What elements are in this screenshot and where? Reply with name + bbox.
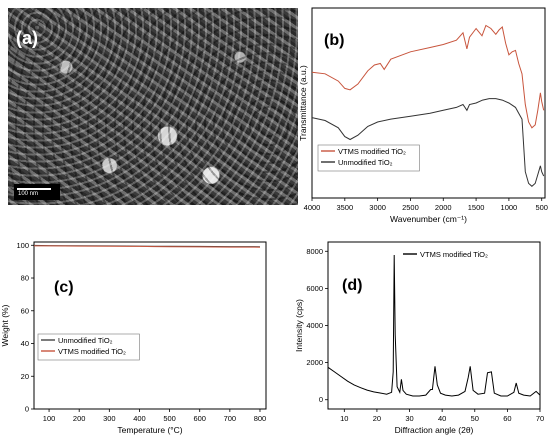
- legend-box: [37, 333, 140, 361]
- legend-entry-2: VTMS modified TiO₂: [58, 347, 126, 356]
- series-line-1: [327, 254, 541, 397]
- x-tick-label: 200: [73, 414, 86, 423]
- x-tick-label: 4000: [304, 203, 321, 212]
- x-tick-label: 2000: [435, 203, 452, 212]
- scale-bar-line: [17, 188, 51, 190]
- x-tick-label: 40: [438, 414, 446, 423]
- chart-xrd: 10 20 30 40 50 60 70 0 2000 4000 6000 8000 Diffracti…: [294, 241, 544, 435]
- y-tick-label: 4000: [306, 321, 323, 330]
- y-tick-label: 2000: [306, 358, 323, 367]
- series-line-2: [34, 245, 261, 248]
- series-line-1: [311, 24, 545, 129]
- x-tick-label: 3000: [369, 203, 386, 212]
- y-tick-label: 0: [319, 395, 323, 404]
- x-axis-label: Diffraction angle (2θ): [395, 425, 474, 435]
- x-tick-label: 3500: [336, 203, 353, 212]
- panel-a-label: (a): [16, 28, 38, 48]
- y-tick-label: 0: [25, 405, 29, 414]
- y-tick-label: 60: [21, 306, 29, 315]
- legend-box: [317, 144, 420, 172]
- series-line-2: [311, 98, 545, 187]
- x-tick-label: 500: [163, 414, 176, 423]
- x-tick-label: 30: [405, 414, 413, 423]
- x-tick-label: 20: [373, 414, 381, 423]
- chart-ftir: 4000 3500 3000 2500 2000 1500 1000 500 Wavenumbe…: [300, 7, 548, 224]
- scale-bar-label: 100 nm: [18, 191, 39, 197]
- y-tick-label: 100: [16, 241, 29, 250]
- x-axis-label: Temperature (°C): [117, 425, 182, 435]
- x-tick-label: 50: [471, 414, 479, 423]
- x-axis-label: Wavenumber (cm⁻¹): [390, 214, 467, 224]
- x-tick-label: 500: [535, 203, 548, 212]
- x-tick-label: 2500: [402, 203, 419, 212]
- sem-micrograph: 100 nm: [8, 8, 298, 205]
- chart-tga: 100 200 300 400 500 600 700 800 0 20 40 60 80 100 Temp…: [0, 241, 267, 435]
- y-tick-label: 8000: [306, 247, 323, 256]
- x-tick-label: 800: [254, 414, 267, 423]
- plot-frame: [327, 241, 541, 410]
- panel-d-label: (d): [342, 277, 362, 294]
- y-tick-label: 20: [21, 372, 29, 381]
- panel-b-label: (b): [324, 32, 344, 49]
- y-axis-label: Transmittance (a.u.): [300, 65, 308, 141]
- sem-texture: [8, 8, 298, 205]
- legend-entry-1: Unmodified TiO₂: [58, 336, 113, 345]
- legend-entry-1: VTMS modified TiO₂: [338, 147, 406, 156]
- y-tick-label: 80: [21, 274, 29, 283]
- x-tick-label: 300: [103, 414, 116, 423]
- plot-frame: [33, 241, 267, 410]
- x-tick-label: 700: [224, 414, 237, 423]
- legend-entry-1: VTMS modified TiO₂: [420, 250, 488, 259]
- x-tick-label: 10: [340, 414, 348, 423]
- scale-bar: 100 nm: [14, 184, 60, 200]
- x-tick-label: 600: [193, 414, 206, 423]
- y-tick-label: 40: [21, 339, 29, 348]
- plot-frame: [311, 7, 546, 199]
- legend-entry-2: Unmodified TiO₂: [338, 158, 393, 167]
- x-tick-label: 400: [133, 414, 146, 423]
- x-tick-label: 1500: [468, 203, 485, 212]
- panel-c-label: (c): [54, 279, 74, 296]
- x-tick-label: 100: [43, 414, 56, 423]
- y-tick-label: 6000: [306, 284, 323, 293]
- y-axis-label: Weight (%): [0, 304, 10, 346]
- x-tick-label: 60: [503, 414, 511, 423]
- x-tick-label: 70: [536, 414, 544, 423]
- x-tick-label: 1000: [501, 203, 518, 212]
- y-axis-label: Intensity (cps): [294, 299, 304, 352]
